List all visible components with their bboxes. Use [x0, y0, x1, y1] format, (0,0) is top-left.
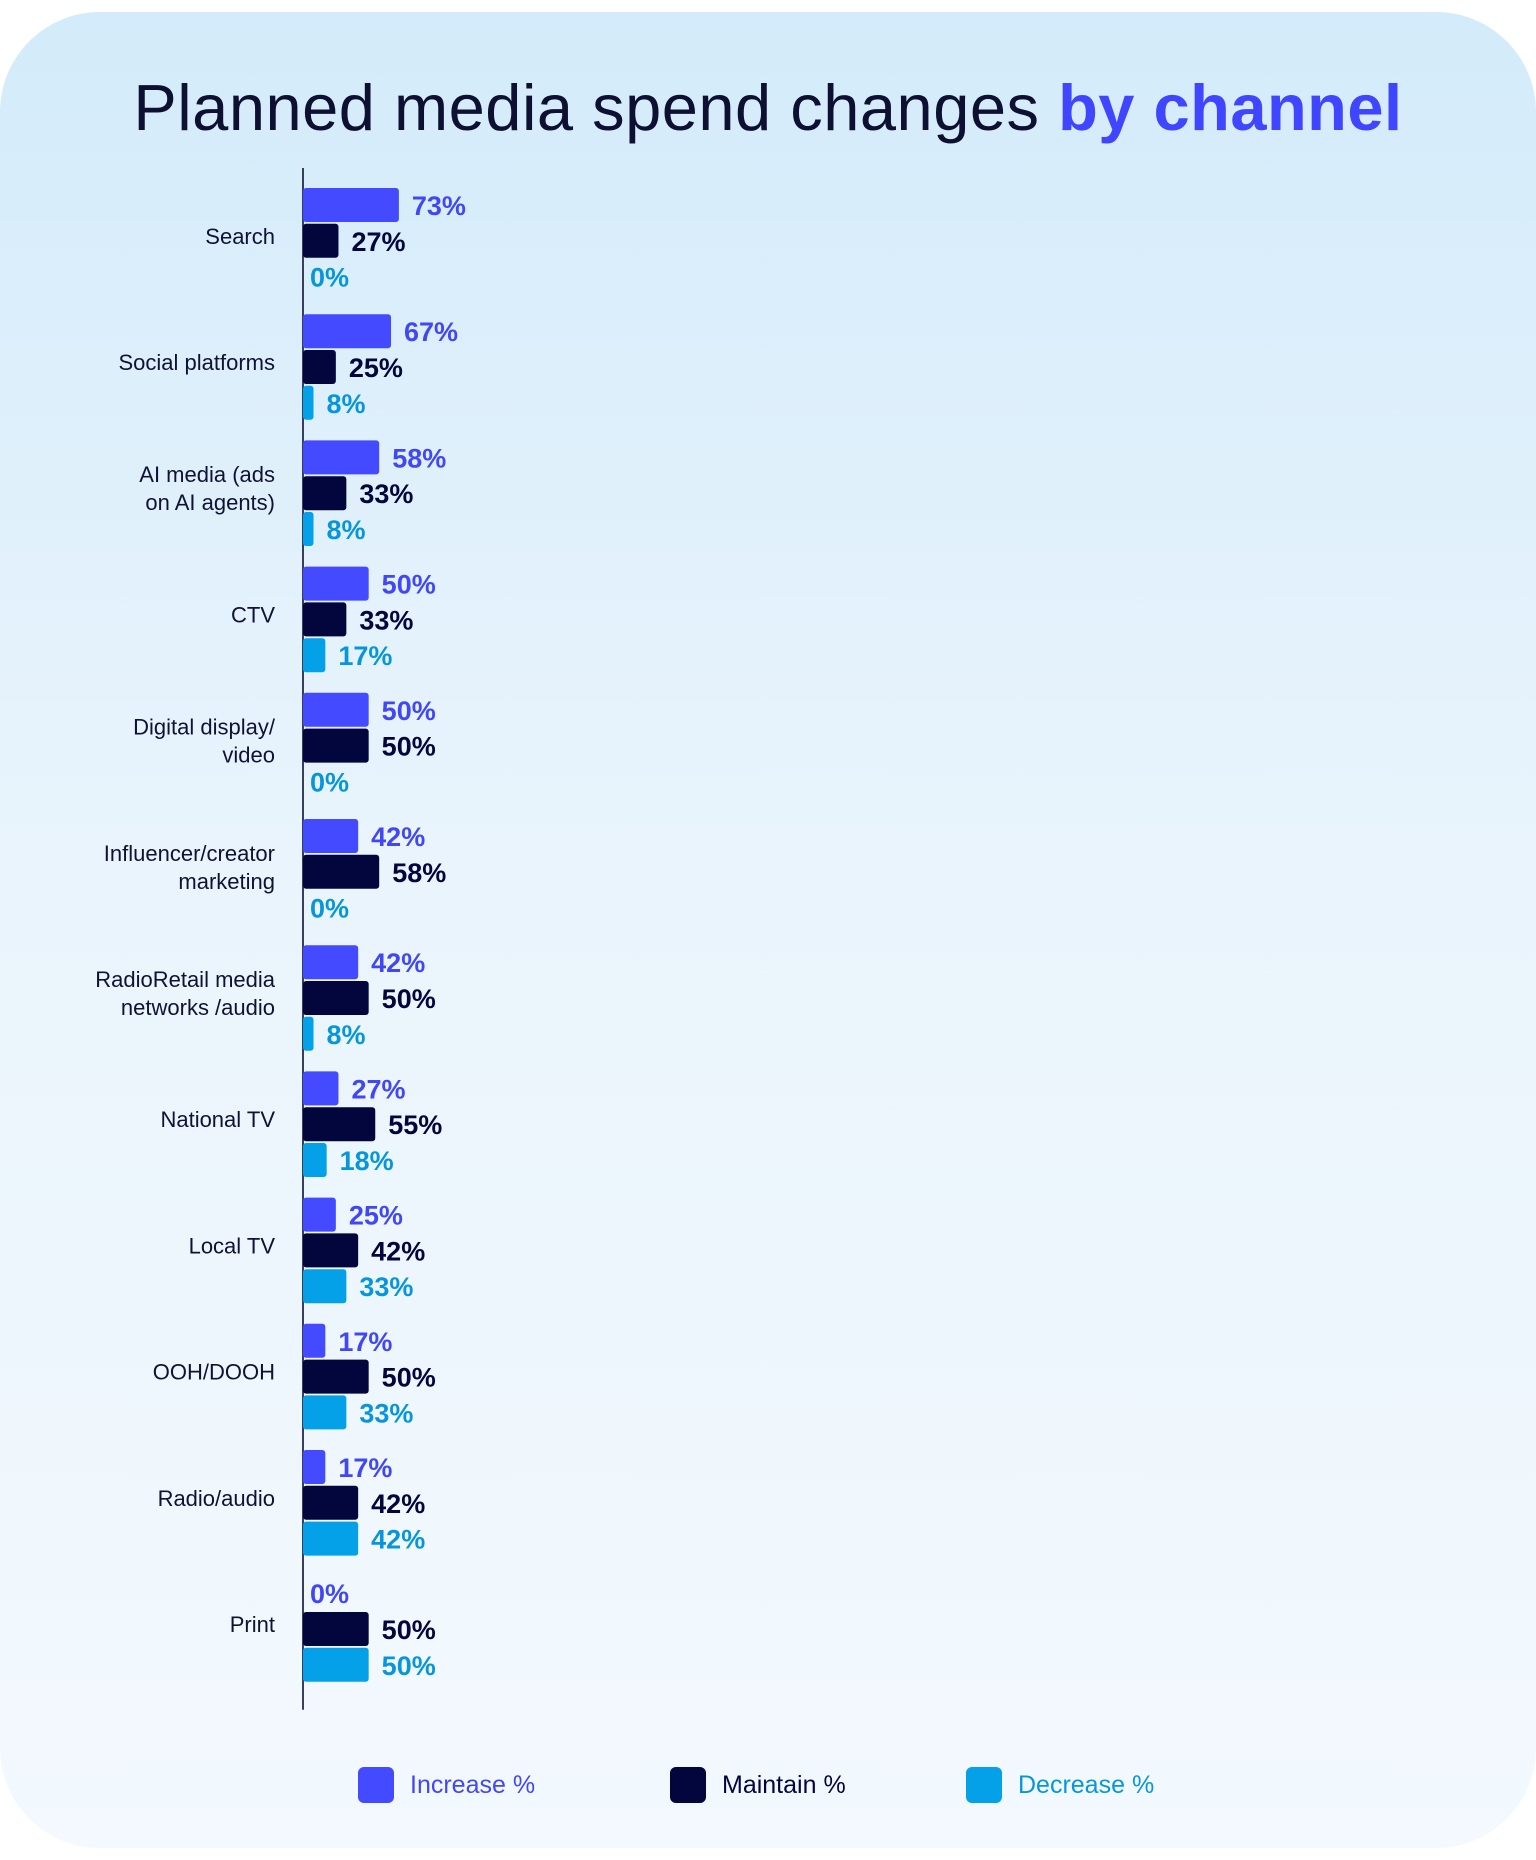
bar-digital-display-video-increase — [303, 692, 369, 727]
chart-card: Planned media spend changes by channel — [0, 12, 1536, 1848]
bar-national-tv-increase — [303, 1071, 339, 1106]
value-label-ai-media-ads-on-ai-agents-decrease: 8% — [327, 515, 366, 545]
bar-ooh-dooh-maintain — [303, 1359, 369, 1394]
legend-label-increase: Increase % — [410, 1770, 536, 1799]
chart-title: Planned media spend changes by channel — [0, 70, 1536, 145]
value-label-ooh-dooh-maintain: 50% — [382, 1363, 436, 1393]
category-label-search: Search — [205, 224, 275, 249]
legend-swatch-maintain — [670, 1767, 706, 1803]
bar-national-tv-maintain — [303, 1107, 376, 1142]
bar-ai-media-ads-on-ai-agents-decrease — [303, 512, 314, 546]
category-label-influencer-creator-marketing: Influencer/creator marketing — [104, 841, 275, 894]
value-label-ai-media-ads-on-ai-agents-maintain: 33% — [359, 479, 413, 509]
legend-label-decrease: Decrease % — [1018, 1770, 1155, 1799]
value-label-print-maintain: 50% — [382, 1615, 436, 1645]
category-label-ooh-dooh: OOH/DOOH — [153, 1360, 275, 1385]
category-label-local-tv: Local TV — [189, 1233, 276, 1258]
bar-radio-audio-decrease — [303, 1521, 359, 1556]
bar-ooh-dooh-increase — [303, 1323, 326, 1358]
bar-national-tv-decrease — [303, 1143, 327, 1177]
bar-local-tv-decrease — [303, 1269, 347, 1304]
category-label-social-platforms: Social platforms — [118, 350, 275, 375]
value-label-search-decrease: 0% — [310, 263, 349, 293]
legend-swatch-increase — [358, 1767, 394, 1803]
bar-search-increase — [303, 188, 399, 222]
value-label-local-tv-maintain: 42% — [371, 1236, 425, 1266]
value-label-radioretail-media-networks-audio-maintain: 50% — [382, 984, 436, 1014]
category-label-radio-audio: Radio/audio — [158, 1486, 275, 1511]
bar-print-maintain — [303, 1612, 369, 1646]
chart-title-main: Planned media spend changes — [133, 71, 1040, 144]
bar-local-tv-maintain — [303, 1233, 359, 1268]
legend-item-decrease: Decrease % — [966, 1767, 1154, 1803]
bar-ctv-maintain — [303, 602, 347, 637]
bar-ai-media-ads-on-ai-agents-increase — [303, 440, 380, 475]
category-label-print: Print — [230, 1612, 275, 1637]
bar-ooh-dooh-decrease — [303, 1395, 347, 1430]
bar-print-decrease — [303, 1647, 369, 1682]
bar-radio-audio-maintain — [303, 1485, 359, 1520]
bar-radioretail-media-networks-audio-decrease — [303, 1016, 314, 1051]
bar-social-platforms-maintain — [303, 350, 336, 384]
legend-swatch-decrease — [966, 1767, 1002, 1803]
value-label-search-increase: 73% — [412, 191, 466, 221]
value-label-national-tv-decrease: 18% — [340, 1146, 394, 1176]
bar-ai-media-ads-on-ai-agents-maintain — [303, 476, 347, 511]
value-label-social-platforms-increase: 67% — [404, 317, 458, 347]
bar-influencer-creator-marketing-maintain — [303, 854, 380, 889]
value-label-social-platforms-decrease: 8% — [327, 389, 366, 419]
value-label-national-tv-increase: 27% — [351, 1074, 405, 1104]
value-label-radio-audio-decrease: 42% — [371, 1525, 425, 1555]
category-label-ctv: CTV — [231, 602, 275, 627]
category-label-radioretail-media-networks-audio: RadioRetail media networks /audio — [95, 967, 276, 1020]
bar-local-tv-increase — [303, 1197, 336, 1232]
chart-title-accent: by channel — [1058, 71, 1403, 144]
value-label-digital-display-video-increase: 50% — [382, 696, 436, 726]
value-label-radioretail-media-networks-audio-increase: 42% — [371, 948, 425, 978]
category-label-ai-media-ads-on-ai-agents: AI media (ads on AI agents) — [139, 462, 275, 515]
chart-legend: Increase % Maintain % Decrease % — [0, 1767, 1536, 1807]
legend-item-maintain: Maintain % — [670, 1767, 846, 1803]
value-label-digital-display-video-maintain: 50% — [382, 732, 436, 762]
category-label-national-tv: National TV — [160, 1107, 275, 1132]
value-label-ai-media-ads-on-ai-agents-increase: 58% — [392, 443, 446, 473]
value-label-influencer-creator-marketing-decrease: 0% — [310, 894, 349, 924]
bar-search-maintain — [303, 223, 339, 258]
value-label-ooh-dooh-increase: 17% — [338, 1327, 392, 1357]
legend-item-increase: Increase % — [358, 1767, 535, 1803]
value-label-radioretail-media-networks-audio-decrease: 8% — [327, 1020, 366, 1050]
value-label-ctv-maintain: 33% — [359, 605, 413, 635]
bar-digital-display-video-maintain — [303, 728, 369, 763]
value-label-ctv-increase: 50% — [382, 570, 436, 600]
value-label-national-tv-maintain: 55% — [388, 1110, 442, 1140]
value-label-print-increase: 0% — [310, 1579, 349, 1609]
bar-influencer-creator-marketing-increase — [303, 819, 359, 853]
value-label-local-tv-increase: 25% — [349, 1201, 403, 1231]
legend-label-maintain: Maintain % — [722, 1770, 846, 1799]
value-label-search-maintain: 27% — [351, 227, 405, 257]
value-label-radio-audio-maintain: 42% — [371, 1489, 425, 1519]
bar-radioretail-media-networks-audio-maintain — [303, 981, 369, 1015]
value-label-influencer-creator-marketing-maintain: 58% — [392, 858, 446, 888]
bar-ctv-decrease — [303, 638, 326, 673]
value-label-print-decrease: 50% — [382, 1651, 436, 1681]
value-label-local-tv-decrease: 33% — [359, 1272, 413, 1302]
bar-social-platforms-decrease — [303, 385, 314, 420]
bar-ctv-increase — [303, 566, 369, 601]
value-label-ctv-decrease: 17% — [338, 641, 392, 671]
value-label-radio-audio-increase: 17% — [338, 1453, 392, 1483]
value-label-social-platforms-maintain: 25% — [349, 353, 403, 383]
category-label-digital-display-video: Digital display/video — [133, 715, 276, 768]
bar-radio-audio-increase — [303, 1450, 326, 1484]
value-label-influencer-creator-marketing-increase: 42% — [371, 822, 425, 852]
value-label-ooh-dooh-decrease: 33% — [359, 1398, 413, 1428]
value-label-digital-display-video-decrease: 0% — [310, 767, 349, 797]
bar-radioretail-media-networks-audio-increase — [303, 945, 359, 980]
bar-social-platforms-increase — [303, 314, 392, 349]
